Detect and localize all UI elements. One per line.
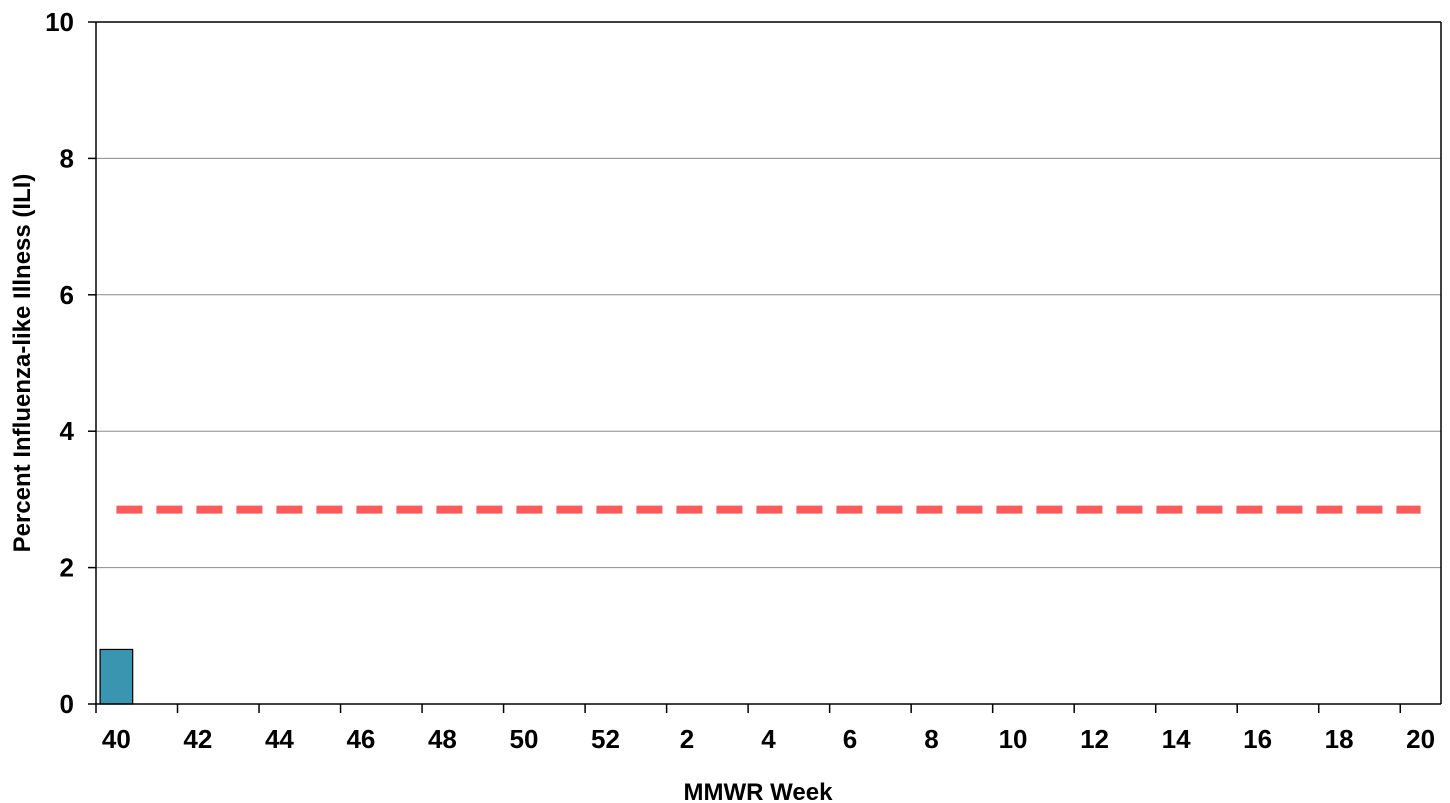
x-tick-label: 46 (346, 724, 375, 754)
x-tick-label: 6 (843, 724, 857, 754)
y-tick-label: 2 (60, 553, 74, 583)
x-tick-label: 18 (1325, 724, 1354, 754)
y-axis-title: Percent Influenza-like Illness (ILI) (9, 174, 36, 553)
y-tick-label: 4 (60, 416, 75, 446)
x-tick-label: 16 (1243, 724, 1272, 754)
y-tick-label: 0 (60, 689, 74, 719)
x-axis-title: MMWR Week (684, 779, 834, 803)
x-tick-label: 10 (999, 724, 1028, 754)
y-tick-label: 8 (60, 143, 74, 173)
x-tick-label: 44 (265, 724, 294, 754)
x-tick-label: 2 (680, 724, 694, 754)
x-tick-label: 20 (1406, 724, 1435, 754)
x-tick-label: 48 (428, 724, 457, 754)
x-tick-label: 8 (924, 724, 938, 754)
x-tick-label: 14 (1162, 724, 1191, 754)
bar-week-40 (99, 648, 134, 705)
series-layer (99, 505, 1421, 705)
x-tick-label: 50 (509, 724, 538, 754)
x-tick-label: 4 (761, 724, 776, 754)
axes (88, 21, 1442, 713)
x-tick-label: 40 (102, 724, 131, 754)
gridlines (96, 21, 1441, 569)
y-tick-label: 10 (45, 7, 74, 37)
x-tick-label: 52 (591, 724, 620, 754)
x-tick-label: 42 (183, 724, 212, 754)
y-tick-label: 6 (60, 280, 74, 310)
x-tick-label: 12 (1080, 724, 1109, 754)
